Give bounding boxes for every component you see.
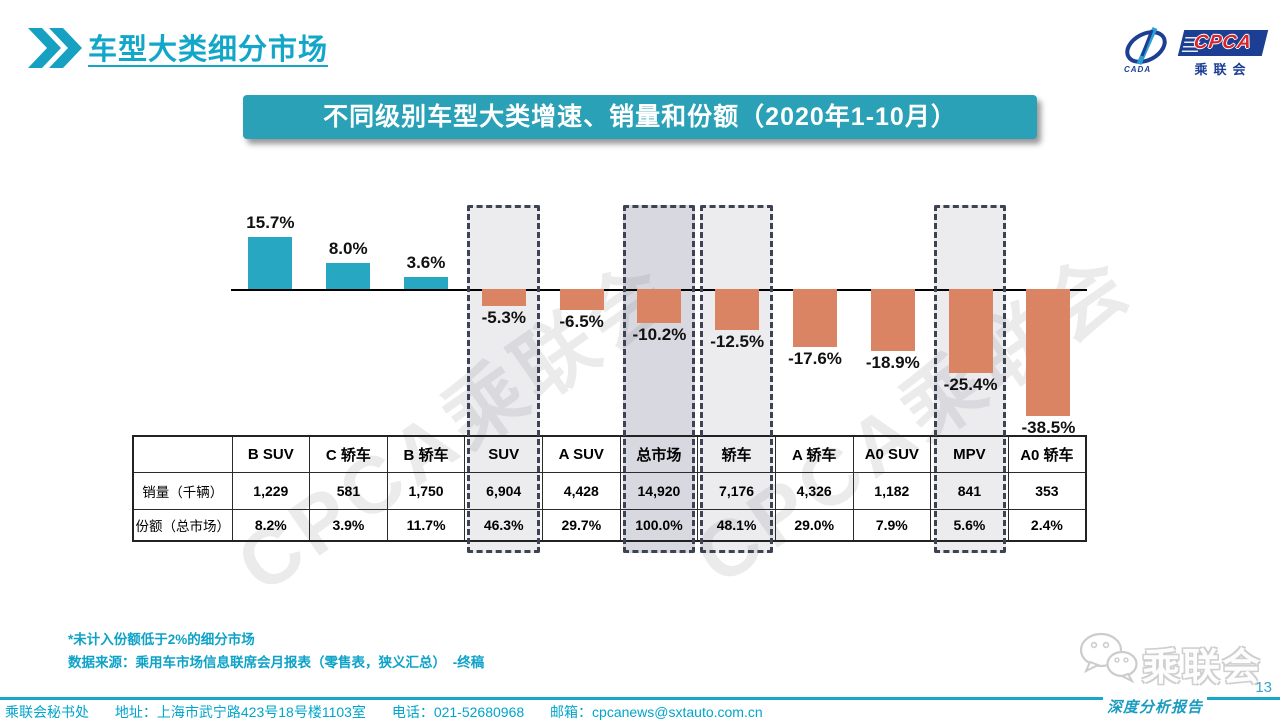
- table-cell: 1,182: [852, 471, 932, 510]
- table-cell: B SUV: [231, 435, 311, 473]
- wechat-account-name: 乘联会: [1142, 647, 1263, 689]
- cpca-cn-name: 乘联会: [1194, 62, 1252, 77]
- table-cell: 7.9%: [852, 508, 932, 542]
- table-cell: A0 SUV: [852, 435, 932, 473]
- bar-value-label: 15.7%: [246, 213, 295, 233]
- growth-bar: [948, 289, 993, 373]
- chart-title-banner: 不同级别车型大类增速、销量和份额（2020年1-10月）: [243, 95, 1037, 139]
- highlight-column-dashed-box: [700, 205, 774, 553]
- cpca-wordmark: CPCA 乘联会: [1175, 26, 1269, 78]
- footnote-data-source: 数据来源：乘用车市场信息联席会月报表（零售表，狭义汇总） -终稿: [68, 655, 485, 670]
- highlight-column-dashed-box: [466, 205, 540, 553]
- footer-email: 邮箱：cpcanews@sxtauto.com.cn: [550, 704, 763, 720]
- segment-data-table: B SUV C 轿车 B 轿车 SUV A SUV 总市场 轿车 A 轿车 A0 SUV MPV A…: [132, 435, 1087, 542]
- table-cell: 4,326: [774, 471, 854, 510]
- growth-bar: [404, 277, 448, 289]
- cpca-text: CPCA: [1192, 32, 1254, 53]
- bar-value-label: -38.5%: [1021, 418, 1076, 438]
- bar-value-label: -12.5%: [710, 332, 765, 352]
- report-type-label: 深度分析报告: [1106, 700, 1203, 716]
- footer-contact-line: 乘联会秘书处 地址：上海市武宁路423号18号楼1103室 电话：021-526…: [5, 702, 785, 720]
- table-cell: 4,428: [542, 471, 621, 510]
- footer-phone: 电话：021-52680968: [391, 704, 525, 720]
- page-number: 13: [1255, 679, 1272, 696]
- table-cell: 100.0%: [619, 508, 699, 542]
- table-cell: SUV: [464, 435, 543, 473]
- bar-value-label: -5.3%: [481, 308, 526, 328]
- highlight-column-dashed-box: [933, 205, 1007, 553]
- table-cell: 2.4%: [1007, 508, 1087, 542]
- table-cell: C 轿车: [309, 435, 388, 473]
- growth-bar: [715, 289, 760, 331]
- table-cell: 46.3%: [464, 508, 543, 542]
- double-chevron-icon: [28, 28, 82, 68]
- growth-bar: [870, 289, 915, 352]
- growth-bar: [481, 289, 526, 307]
- bar-value-label: 3.6%: [406, 253, 446, 273]
- footer-secretariat: 乘联会秘书处: [5, 704, 89, 720]
- cada-label: CADA: [1124, 65, 1152, 74]
- table-cell: 3.9%: [309, 508, 388, 542]
- cpca-band: CPCA: [1177, 30, 1269, 56]
- table-row-label: 销量（千辆）: [132, 471, 233, 510]
- footer-rule-left: [0, 697, 1103, 700]
- table-cell: 353: [1007, 471, 1087, 510]
- footer-rule-right: [1207, 697, 1280, 700]
- bar-value-label: -10.2%: [632, 324, 687, 344]
- footnote-share-threshold: *未计入份额低于2%的细分市场: [68, 632, 255, 647]
- highlight-column-dashed-box: [622, 205, 696, 553]
- table-cell: MPV: [930, 435, 1009, 473]
- growth-bar-chart: 15.7% 8.0% 3.6% -5.3% -6.5% -10.2% -12.5% -17.6…: [132, 190, 1132, 570]
- bar-value-label: 8.0%: [328, 238, 368, 258]
- table-cell: 11.7%: [386, 508, 466, 542]
- growth-bar: [559, 289, 604, 311]
- growth-bar: [1026, 289, 1071, 417]
- table-row-label: [132, 435, 233, 473]
- table-cell: A SUV: [542, 435, 621, 473]
- growth-bar: [793, 289, 837, 348]
- table-cell: 581: [309, 471, 388, 510]
- table-cell: 29.7%: [542, 508, 621, 542]
- growth-bar: [248, 237, 293, 289]
- table-cell: 1,750: [386, 471, 466, 510]
- page-title: 车型大类细分市场: [88, 34, 329, 66]
- table-cell: B 轿车: [386, 435, 466, 473]
- cpca-emblem-icon: CADA: [1122, 26, 1174, 78]
- bar-value-label: -17.6%: [788, 349, 842, 369]
- table-cell: 1,229: [231, 471, 311, 510]
- table-cell: A 轿车: [774, 435, 854, 473]
- growth-bar: [637, 289, 682, 323]
- bar-value-label: -18.9%: [865, 353, 920, 373]
- cpca-logo: CADA CPCA 乘联会: [1122, 26, 1269, 78]
- wechat-icon: [1079, 632, 1138, 684]
- footer-address: 地址：上海市武宁路423号18号楼1103室: [114, 704, 366, 720]
- table-cell: 29.0%: [774, 508, 854, 542]
- table-cell: A0 轿车: [1007, 435, 1087, 473]
- table-cell: 8.2%: [231, 508, 311, 542]
- table-cell: 5.6%: [930, 508, 1009, 542]
- bar-value-label: -6.5%: [559, 312, 604, 332]
- growth-bar: [326, 262, 371, 289]
- table-cell: 7,176: [697, 471, 776, 510]
- bar-value-label: -25.4%: [943, 374, 998, 394]
- table-row-label: 份额（总市场）: [132, 508, 233, 542]
